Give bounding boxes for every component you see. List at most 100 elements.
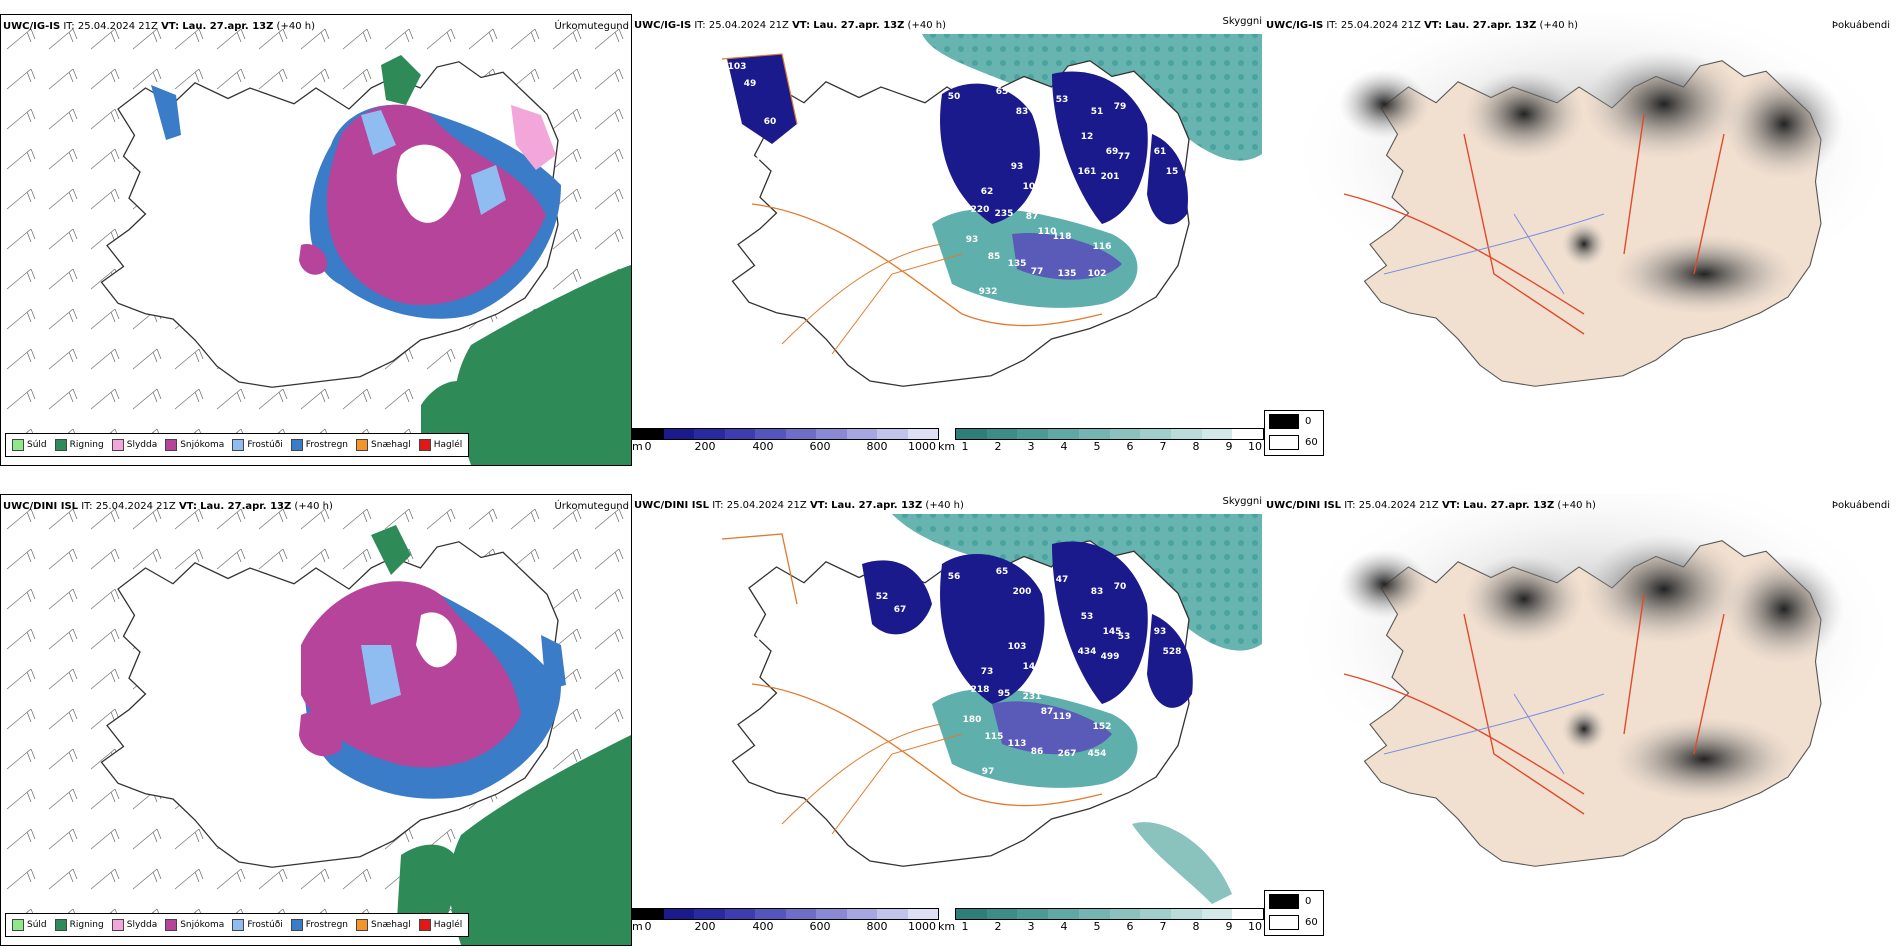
ceiling-label: 103 xyxy=(1008,642,1027,652)
ceiling-label: 78 xyxy=(751,177,764,187)
vt-value: Lau. 27.apr. 13Z xyxy=(182,21,274,32)
fog-legend-dini: 0 60 xyxy=(1264,890,1324,936)
ceiling-label: 220 xyxy=(971,205,990,215)
ceiling-label: 103 xyxy=(728,62,747,72)
legend-slydda: Slydda xyxy=(111,439,157,451)
it-label: IT: xyxy=(694,20,706,31)
vt-value: Lau. 27.apr. 13Z xyxy=(200,501,292,512)
legend-snaehagl: Snæhagl xyxy=(356,439,411,451)
ceiling-label: 119 xyxy=(1053,712,1072,722)
ceiling-label: 86 xyxy=(1031,747,1044,757)
precip-panel-dini: UWC/DINI ISL IT: 25.04.2024 21Z VT: Lau.… xyxy=(0,494,632,946)
vt-label: VT: xyxy=(1424,20,1443,31)
ceiling-label: 52 xyxy=(876,592,889,602)
model-name: UWC/DINI ISL xyxy=(3,501,79,512)
visibility-unit: km xyxy=(938,440,956,453)
vt-label: VT: xyxy=(792,20,811,31)
ceiling-label: 76 xyxy=(751,657,764,667)
ceiling-label: 89 xyxy=(731,542,744,552)
lead-time: (+40 h) xyxy=(1557,500,1596,511)
model-name: UWC/IG-IS xyxy=(1266,20,1324,31)
lead-time: (+40 h) xyxy=(925,500,964,511)
ceiling-label: 152 xyxy=(1093,722,1112,732)
product-title-visibility: Skyggni xyxy=(1222,16,1262,27)
ceiling-label: 231 xyxy=(1023,692,1042,702)
precip-panel-ig: UWC/IG-IS IT: 25.04.2024 21Z VT: Lau. 27… xyxy=(0,14,632,466)
legend-suld: Súld xyxy=(12,919,47,931)
visibility-panel-dini: 89 70 105 67 78 76 52 67 56 65 47 83 70 200 145 53 93 103… xyxy=(632,494,1264,944)
elevation-scale xyxy=(632,428,939,440)
scale-bars-ig: m 0 200 400 600 800 1000 km 1 2 3 4 5 6 7 8 9 10 xyxy=(632,428,1264,456)
fog-header-dini: UWC/DINI ISL IT: 25.04.2024 21Z VT: Lau.… xyxy=(1266,500,1596,512)
legend-suld: Súld xyxy=(12,439,47,451)
it-value: 25.04.2024 21Z xyxy=(708,20,789,31)
ceiling-label: 53 xyxy=(1081,612,1094,622)
ceiling-label: 49 xyxy=(744,79,757,89)
ceiling-label: 15 xyxy=(1166,167,1179,177)
legend-snjokoma: Snjókoma xyxy=(165,919,224,931)
ceiling-label: 118 xyxy=(1053,232,1072,242)
ceiling-label: 50 xyxy=(948,92,961,102)
elevation-unit: m xyxy=(632,920,643,933)
visibility-ticks: 1 2 3 4 5 6 7 8 9 10 xyxy=(961,920,1263,933)
ceiling-label: 98 xyxy=(748,157,761,167)
ceiling-label: 83 xyxy=(1091,587,1104,597)
ceiling-label: 528 xyxy=(1163,647,1182,657)
ceiling-label: 77 xyxy=(1118,152,1131,162)
fog-header-ig: UWC/IG-IS IT: 25.04.2024 21Z VT: Lau. 27… xyxy=(1266,20,1578,32)
ceiling-label: 143 xyxy=(1138,727,1157,737)
ceiling-label: 116 xyxy=(1093,242,1112,252)
ceiling-label: 61 xyxy=(1154,147,1167,157)
ceiling-label: 12 xyxy=(1081,132,1094,142)
vt-value: Lau. 27.apr. 13Z xyxy=(1463,500,1555,511)
vt-value: Lau. 27.apr. 13Z xyxy=(813,20,905,31)
ceiling-label: 77 xyxy=(1031,267,1044,277)
visibility-ticks: 1 2 3 4 5 6 7 8 9 10 xyxy=(961,440,1263,453)
ceiling-label: 105 xyxy=(1023,182,1042,192)
ceiling-label: 115 xyxy=(985,732,1004,742)
precip-legend: Súld Rigning Slydda Snjókoma Frostúði Fr… xyxy=(5,913,470,937)
ceiling-label: 56 xyxy=(948,572,961,582)
it-label: IT: xyxy=(712,500,724,511)
ceiling-label: 47 xyxy=(1056,575,1069,585)
precip-map-ig xyxy=(1,15,631,465)
elevation-scale xyxy=(632,908,939,920)
ceiling-label: 932 xyxy=(979,287,998,297)
ceiling-label: 87 xyxy=(1026,212,1039,222)
ceiling-label: 97 xyxy=(982,767,995,777)
ceiling-label: 135 xyxy=(1058,269,1077,279)
ceiling-label: 65 xyxy=(996,567,1009,577)
it-label: IT: xyxy=(1344,500,1356,511)
lead-time: (+40 h) xyxy=(294,501,333,512)
it-label: IT: xyxy=(81,501,93,512)
visibility-scale xyxy=(955,908,1264,920)
ceiling-label: 135 xyxy=(1008,259,1027,269)
fog-map-ig xyxy=(1284,14,1894,387)
ceiling-label: 218 xyxy=(971,685,990,695)
fog-panel-dini: UWC/DINI ISL IT: 25.04.2024 21Z VT: Lau.… xyxy=(1264,494,1894,944)
ceiling-label: 201 xyxy=(1101,172,1120,182)
vt-label: VT: xyxy=(809,500,828,511)
legend-frostregn: Frostregn xyxy=(290,439,348,451)
lead-time: (+40 h) xyxy=(1539,20,1578,31)
vt-value: Lau. 27.apr. 13Z xyxy=(831,500,923,511)
ceiling-label: 499 xyxy=(1101,652,1120,662)
legend-frostregn: Frostregn xyxy=(290,919,348,931)
product-title-precip: Úrkomutegund xyxy=(554,501,629,512)
ceiling-label: 95 xyxy=(998,689,1011,699)
ceiling-label: 235 xyxy=(995,209,1014,219)
ceiling-label: 180 xyxy=(963,715,982,725)
it-label: IT: xyxy=(1326,20,1338,31)
ceiling-label: 67 xyxy=(764,597,777,607)
product-title-fog: Þokuábendi xyxy=(1831,20,1890,31)
precip-legend: Súld Rigning Slydda Snjókoma Frostúði Fr… xyxy=(5,433,470,457)
legend-slydda: Slydda xyxy=(111,919,157,931)
precip-map-dini xyxy=(1,495,631,945)
ceiling-label: 51 xyxy=(1091,107,1104,117)
ceiling-label: 70 xyxy=(1114,582,1127,592)
ceiling-label: 87 xyxy=(1041,707,1054,717)
